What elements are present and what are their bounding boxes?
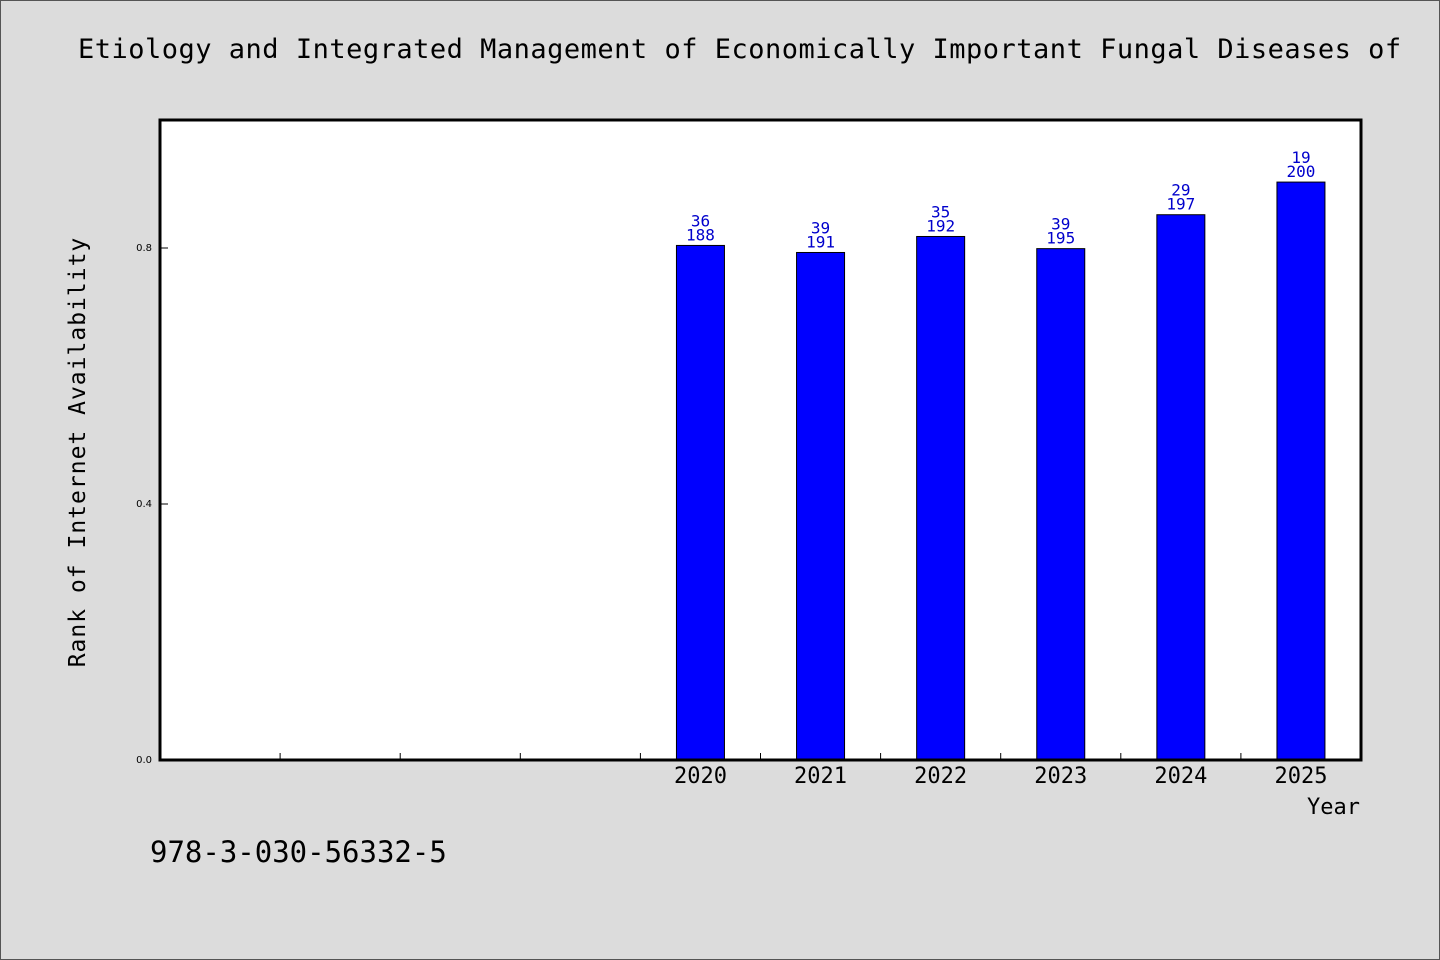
bar [796, 251, 846, 761]
bar-label-count: 29 [1171, 181, 1190, 200]
bar-label-rank: 195 [1046, 229, 1075, 248]
isbn-text: 978-3-030-56332-5 [150, 835, 447, 869]
x-tick-label: 2021 [794, 764, 847, 789]
y-tick-label: 0.0 [136, 755, 152, 766]
bar [1276, 181, 1326, 761]
chart-title: Etiology and Integrated Management of Ec… [78, 34, 1402, 65]
bar-label-count: 39 [1051, 215, 1070, 234]
y-tick-label: 0.8 [136, 243, 152, 254]
bar-label-count: 35 [931, 202, 950, 221]
x-tick-label: 2025 [1274, 764, 1327, 789]
bar-label-count: 19 [1291, 148, 1310, 167]
x-tick-label: 2023 [1034, 764, 1087, 789]
x-tick-label: 2024 [1154, 764, 1207, 789]
y-tick-label: 0.4 [136, 499, 152, 510]
y-axis-label: Rank of Internet Availability [65, 236, 91, 668]
bar-label-rank: 200 [1286, 162, 1315, 181]
bar-label-rank: 188 [686, 225, 715, 244]
x-axis-label: Year [1307, 795, 1360, 820]
x-tick-label: 2020 [674, 764, 727, 789]
bar [1156, 214, 1206, 761]
bar [916, 235, 966, 761]
plot-border [158, 118, 1363, 762]
bar-label-count: 36 [691, 211, 710, 230]
bar [675, 244, 725, 761]
bar-label-rank: 192 [926, 216, 955, 235]
x-tick-label: 2022 [914, 764, 967, 789]
bar-label-rank: 197 [1166, 195, 1195, 214]
bar [1036, 248, 1086, 761]
bar-label-rank: 191 [806, 232, 835, 251]
bar-label-count: 39 [811, 218, 830, 237]
